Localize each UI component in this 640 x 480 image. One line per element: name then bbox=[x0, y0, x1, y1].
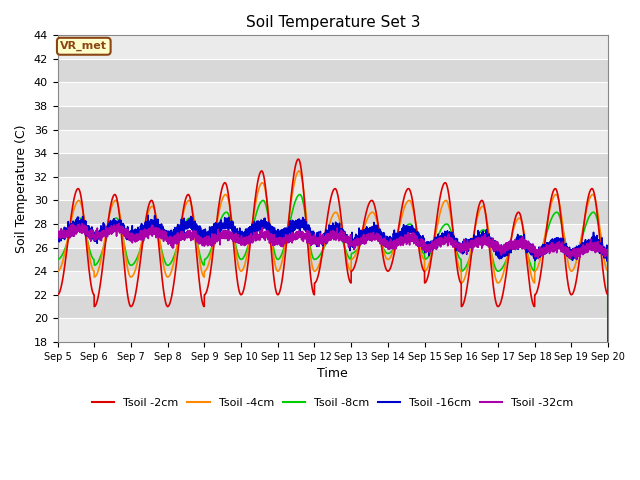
Y-axis label: Soil Temperature (C): Soil Temperature (C) bbox=[15, 124, 28, 253]
Tsoil -8cm bbox=[152, 226, 160, 232]
Tsoil -8cm bbox=[488, 251, 495, 257]
Bar bbox=[58, 106, 608, 130]
Line: Tsoil -8cm: Tsoil -8cm bbox=[58, 194, 608, 377]
Tsoil -4cm bbox=[604, 268, 611, 274]
Bar bbox=[58, 201, 608, 224]
Bar bbox=[58, 177, 608, 201]
Tsoil -16cm bbox=[456, 244, 464, 250]
Tsoil -32cm bbox=[153, 229, 161, 235]
Tsoil -8cm bbox=[604, 374, 612, 380]
Tsoil -8cm bbox=[456, 256, 464, 262]
Tsoil -32cm bbox=[54, 236, 61, 241]
Bar bbox=[58, 248, 608, 271]
Text: VR_met: VR_met bbox=[60, 41, 108, 51]
Bar bbox=[58, 295, 608, 318]
Tsoil -16cm bbox=[153, 216, 161, 222]
Tsoil -16cm bbox=[488, 242, 495, 248]
Tsoil -16cm bbox=[604, 247, 611, 252]
Tsoil -32cm bbox=[426, 243, 433, 249]
Bar bbox=[58, 271, 608, 295]
Tsoil -2cm bbox=[54, 292, 61, 298]
Tsoil -2cm bbox=[152, 220, 160, 226]
Tsoil -32cm bbox=[488, 243, 495, 249]
Tsoil -32cm bbox=[456, 246, 464, 252]
Title: Soil Temperature Set 3: Soil Temperature Set 3 bbox=[246, 15, 420, 30]
Tsoil -2cm bbox=[426, 265, 433, 271]
Bar bbox=[58, 59, 608, 83]
Tsoil -4cm bbox=[295, 168, 303, 174]
Bar bbox=[58, 83, 608, 106]
Legend: Tsoil -2cm, Tsoil -4cm, Tsoil -8cm, Tsoil -16cm, Tsoil -32cm: Tsoil -2cm, Tsoil -4cm, Tsoil -8cm, Tsoi… bbox=[88, 394, 578, 412]
Line: Tsoil -4cm: Tsoil -4cm bbox=[58, 171, 608, 480]
Tsoil -2cm bbox=[294, 156, 302, 162]
Bar bbox=[58, 318, 608, 342]
Tsoil -4cm bbox=[488, 251, 495, 256]
Tsoil -8cm bbox=[312, 256, 320, 262]
Tsoil -16cm bbox=[312, 239, 320, 244]
Line: Tsoil -2cm: Tsoil -2cm bbox=[58, 159, 608, 480]
Tsoil -4cm bbox=[312, 267, 320, 273]
Tsoil -16cm bbox=[54, 232, 61, 238]
Tsoil -4cm bbox=[54, 268, 61, 274]
Tsoil -4cm bbox=[426, 259, 433, 264]
Tsoil -8cm bbox=[296, 192, 304, 197]
Line: Tsoil -32cm: Tsoil -32cm bbox=[58, 224, 608, 480]
Bar bbox=[58, 224, 608, 248]
Tsoil -4cm bbox=[152, 215, 160, 221]
Bar bbox=[58, 153, 608, 177]
Bar bbox=[58, 130, 608, 153]
Tsoil -32cm bbox=[604, 249, 611, 255]
Tsoil -8cm bbox=[604, 256, 611, 262]
Bar bbox=[58, 36, 608, 59]
Tsoil -16cm bbox=[426, 249, 433, 255]
Tsoil -4cm bbox=[456, 267, 464, 273]
Tsoil -32cm bbox=[115, 221, 123, 227]
Tsoil -16cm bbox=[144, 213, 152, 218]
Tsoil -2cm bbox=[456, 279, 464, 285]
Tsoil -2cm bbox=[488, 266, 495, 272]
Tsoil -2cm bbox=[312, 278, 320, 284]
Tsoil -8cm bbox=[426, 252, 433, 258]
Tsoil -8cm bbox=[54, 256, 61, 262]
X-axis label: Time: Time bbox=[317, 367, 348, 380]
Tsoil -32cm bbox=[312, 240, 320, 246]
Line: Tsoil -16cm: Tsoil -16cm bbox=[58, 216, 608, 480]
Tsoil -2cm bbox=[604, 291, 611, 297]
